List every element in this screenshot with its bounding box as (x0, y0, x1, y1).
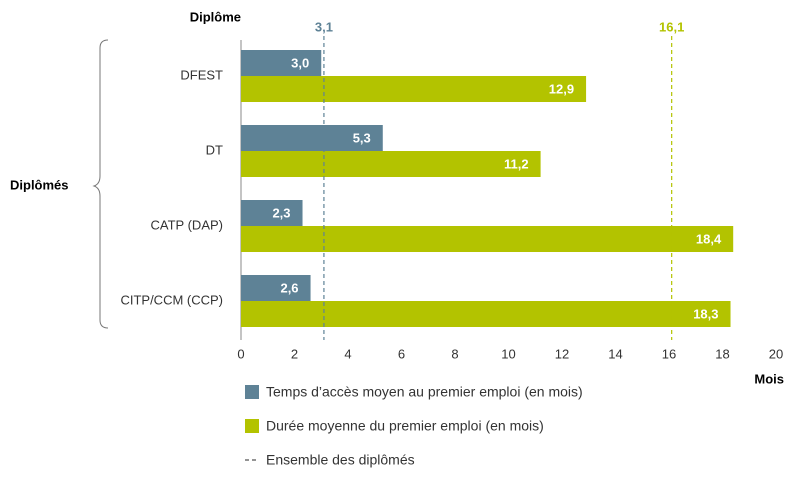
legend-label: Durée moyenne du premier emploi (en mois… (266, 418, 544, 434)
y-tick-label: DFEST (180, 67, 223, 82)
data-label: 5,3 (353, 130, 371, 145)
x-tick-label: 2 (291, 346, 298, 361)
group-label: Diplômés (10, 177, 69, 192)
bar (241, 275, 311, 301)
legend-label: Ensemble des diplômés (266, 452, 415, 468)
bar (241, 76, 587, 102)
x-tick-label: 14 (608, 346, 622, 361)
bar (241, 226, 734, 252)
data-label: 18,4 (696, 231, 722, 246)
legend-label: Temps d’accès moyen au premier emploi (e… (266, 384, 583, 400)
x-axis-title: Mois (754, 371, 784, 386)
x-tick-label: 20 (769, 346, 783, 361)
data-label: 3,0 (291, 55, 309, 70)
data-label: 2,6 (280, 280, 298, 295)
bar (241, 151, 541, 177)
x-tick-label: 10 (501, 346, 515, 361)
y-tick-label: DT (206, 142, 223, 157)
brace (92, 39, 109, 329)
x-tick-label: 4 (344, 346, 351, 361)
bar (241, 200, 303, 226)
reference-label: 3,1 (315, 19, 333, 34)
legend-swatch (245, 385, 259, 399)
data-label: 12,9 (549, 81, 574, 96)
data-label: 11,2 (504, 156, 529, 171)
bar (241, 301, 731, 327)
bar (241, 50, 322, 76)
bar (241, 125, 383, 151)
x-tick-label: 8 (451, 346, 458, 361)
x-tick-label: 6 (398, 346, 405, 361)
x-tick-label: 16 (662, 346, 676, 361)
legend-swatch (245, 419, 259, 433)
x-tick-label: 18 (715, 346, 729, 361)
x-tick-label: 0 (237, 346, 244, 361)
y-tick-label: CATP (DAP) (151, 217, 223, 232)
data-label: 2,3 (272, 205, 290, 220)
category-axis-title: Diplôme (190, 9, 241, 24)
y-tick-label: CITP/CCM (CCP) (120, 292, 223, 307)
x-tick-label: 12 (555, 346, 569, 361)
reference-label: 16,1 (659, 19, 684, 34)
data-label: 18,3 (693, 306, 718, 321)
